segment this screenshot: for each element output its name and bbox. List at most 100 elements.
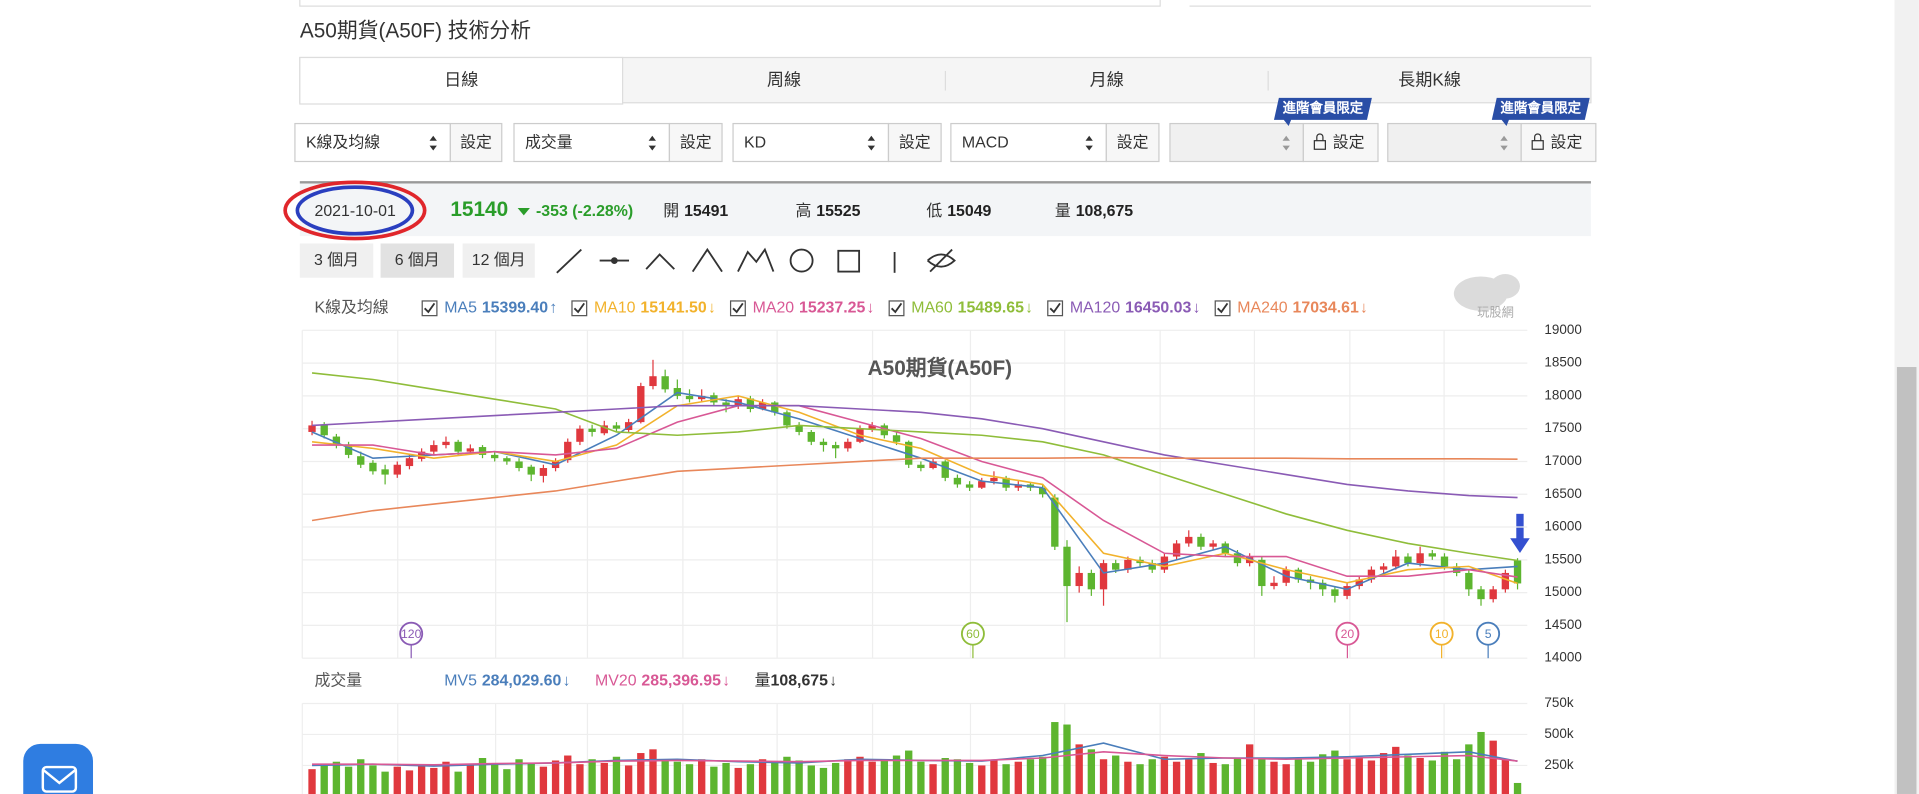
tool-circle[interactable] xyxy=(789,248,814,273)
quote-date: 2021-10-01 xyxy=(315,203,396,220)
candle-body xyxy=(905,441,913,465)
volume-bar xyxy=(710,766,718,794)
volume-bar xyxy=(1075,744,1083,794)
quote-low: 15049 xyxy=(947,203,991,220)
volume-bar xyxy=(880,759,889,794)
tab-label[interactable]: 日線 xyxy=(444,69,478,89)
legend-trend: ↓ xyxy=(1360,300,1368,317)
volume-bar xyxy=(1416,758,1424,794)
volume-bar xyxy=(624,765,633,794)
legend-checkbox[interactable] xyxy=(729,300,746,317)
select[interactable] xyxy=(294,122,451,163)
legend-checkbox[interactable] xyxy=(1214,300,1231,317)
legend-check[interactable] xyxy=(1049,302,1061,314)
legend-checkbox[interactable] xyxy=(1047,300,1064,317)
range-label[interactable]: 6 個月 xyxy=(395,251,440,269)
legend-check[interactable] xyxy=(1217,302,1229,314)
scroll-thumb[interactable] xyxy=(1896,367,1917,794)
button-label[interactable]: 設定 xyxy=(1117,133,1149,151)
mail-icon-flap[interactable] xyxy=(42,768,77,785)
candle-body xyxy=(1270,582,1278,587)
select-label[interactable]: 成交量 xyxy=(525,133,573,151)
mail-bg[interactable] xyxy=(23,743,94,794)
mail-icon[interactable] xyxy=(41,765,78,793)
legend-checkbox[interactable] xyxy=(571,300,588,317)
button[interactable] xyxy=(1520,122,1597,163)
candle-body xyxy=(1477,589,1485,600)
candle-body xyxy=(807,431,815,442)
range-button[interactable] xyxy=(462,243,535,278)
volume-bar xyxy=(405,770,414,794)
button[interactable] xyxy=(887,122,942,163)
y-tick-label: 16500 xyxy=(1544,486,1581,501)
button[interactable] xyxy=(1302,122,1379,163)
range-label[interactable]: 3 個月 xyxy=(314,251,359,269)
volume-bar xyxy=(515,759,523,794)
tool-abc[interactable] xyxy=(691,247,723,273)
candle-body xyxy=(1209,543,1217,547)
volume-bar xyxy=(1014,761,1022,794)
legend-check[interactable] xyxy=(732,302,744,314)
tab-label[interactable]: 長期K線 xyxy=(1398,69,1461,89)
legend-check[interactable] xyxy=(424,302,436,314)
volume-bar xyxy=(417,764,426,794)
volume-bar xyxy=(929,764,937,794)
candle-body xyxy=(649,376,657,387)
legend-check[interactable] xyxy=(890,302,903,314)
ma-line xyxy=(312,404,1518,578)
select-label[interactable]: MACD xyxy=(962,134,1009,151)
volume-legend-title: 成交量 xyxy=(315,672,363,690)
volume-bar xyxy=(369,765,377,794)
button-label[interactable]: 設定 xyxy=(1333,133,1365,151)
legend-checkbox[interactable] xyxy=(888,300,905,317)
candle-body xyxy=(503,458,511,462)
legend-checkbox[interactable] xyxy=(421,300,438,317)
tool-rect[interactable] xyxy=(837,249,861,273)
select[interactable] xyxy=(513,122,671,163)
highlight-blue xyxy=(295,185,415,236)
button[interactable] xyxy=(668,122,723,163)
range-button[interactable] xyxy=(380,243,455,278)
badge xyxy=(1491,97,1590,127)
ma-line xyxy=(311,372,1518,562)
legend-name: MA5 xyxy=(444,300,477,317)
range-label[interactable]: 12 個月 xyxy=(472,251,526,269)
tool-abcd[interactable] xyxy=(737,247,775,273)
candle-body xyxy=(515,461,523,469)
button[interactable] xyxy=(449,122,503,163)
candle-body xyxy=(783,412,791,426)
tool-hide[interactable] xyxy=(927,248,956,273)
volume-bar xyxy=(965,762,974,794)
watermark-text: 玩股網 xyxy=(1477,305,1514,319)
y-tick-label: 14500 xyxy=(1544,617,1581,632)
tab-label[interactable]: 月線 xyxy=(1090,69,1124,89)
tool-line[interactable] xyxy=(556,248,582,274)
button-label[interactable]: 設定 xyxy=(899,133,931,151)
range-button[interactable] xyxy=(299,243,374,278)
button-label[interactable]: 設定 xyxy=(680,133,712,151)
legend-trend: ↓ xyxy=(867,300,875,317)
button[interactable] xyxy=(1105,122,1160,163)
button-label[interactable]: 設定 xyxy=(1551,133,1583,151)
legend-check[interactable] xyxy=(573,302,585,314)
tab-label[interactable]: 周線 xyxy=(767,69,801,89)
tool-hline-dot[interactable] xyxy=(610,257,618,264)
select-label[interactable]: K線及均線 xyxy=(306,133,380,151)
lock-icon xyxy=(1313,140,1326,150)
legend-name: MV20 xyxy=(595,673,637,690)
volume-bar xyxy=(1051,722,1059,794)
candle-body xyxy=(941,461,949,478)
button-label[interactable]: 設定 xyxy=(460,133,492,151)
tool-angle[interactable] xyxy=(645,253,675,270)
select[interactable] xyxy=(732,122,890,163)
legend-value: 284,029.60 xyxy=(482,673,562,690)
highlight-red xyxy=(283,180,427,241)
select-label[interactable]: KD xyxy=(744,134,766,151)
select-caret xyxy=(1500,135,1508,151)
mail-button[interactable] xyxy=(23,743,94,794)
tab-active[interactable] xyxy=(299,56,624,105)
select-caret xyxy=(867,135,876,151)
volume-bar xyxy=(527,762,535,794)
candle-body xyxy=(1440,556,1449,567)
volume-value: 108,675 xyxy=(771,673,829,690)
